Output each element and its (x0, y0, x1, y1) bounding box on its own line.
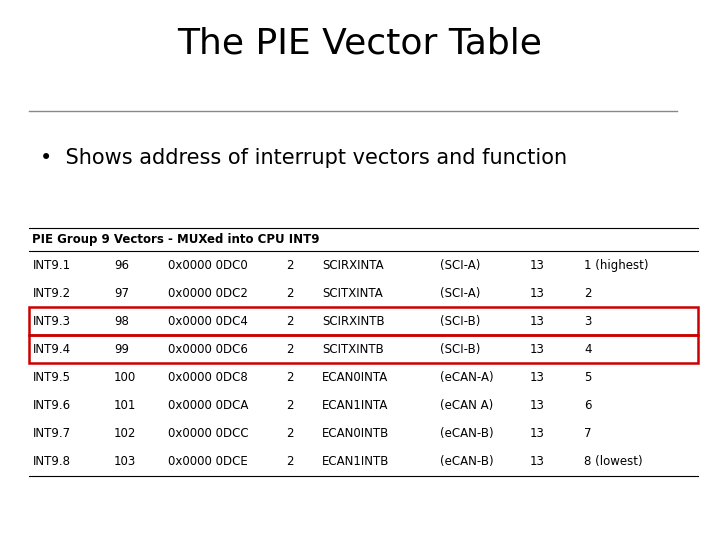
Text: 0x0000 0DCC: 0x0000 0DCC (168, 427, 248, 440)
Text: ECAN0INTA: ECAN0INTA (322, 371, 388, 384)
Text: 98: 98 (114, 315, 129, 328)
Text: (eCAN A): (eCAN A) (440, 399, 492, 412)
Text: 102: 102 (114, 427, 136, 440)
Text: 0x0000 0DCE: 0x0000 0DCE (168, 455, 248, 468)
Bar (29, 307, 698, 335)
Text: INT9.5: INT9.5 (32, 371, 71, 384)
Text: INT9.2: INT9.2 (32, 287, 71, 300)
Text: 2: 2 (286, 259, 293, 272)
Text: SCITXINTA: SCITXINTA (322, 287, 383, 300)
Text: INT9.6: INT9.6 (32, 399, 71, 412)
Text: (eCAN-A): (eCAN-A) (440, 371, 493, 384)
Text: 13: 13 (530, 259, 545, 272)
Text: 13: 13 (530, 399, 545, 412)
Text: 103: 103 (114, 455, 136, 468)
Text: 13: 13 (530, 455, 545, 468)
Text: 7: 7 (585, 427, 592, 440)
Text: 96: 96 (114, 259, 129, 272)
Text: 4: 4 (585, 343, 592, 356)
Text: (SCI-A): (SCI-A) (440, 287, 480, 300)
Text: 13: 13 (530, 343, 545, 356)
Text: 2: 2 (585, 287, 592, 300)
Text: 2: 2 (286, 287, 293, 300)
Text: (eCAN-B): (eCAN-B) (440, 455, 493, 468)
Text: INT9.8: INT9.8 (32, 455, 71, 468)
Text: ECAN1INTA: ECAN1INTA (322, 399, 388, 412)
Text: 0x0000 0DC2: 0x0000 0DC2 (168, 287, 248, 300)
Text: INT9.7: INT9.7 (32, 427, 71, 440)
Text: 13: 13 (530, 287, 545, 300)
Text: 0x0000 0DC4: 0x0000 0DC4 (168, 315, 248, 328)
Text: 2: 2 (286, 315, 293, 328)
Text: PIE Group 9 Vectors - MUXed into CPU INT9: PIE Group 9 Vectors - MUXed into CPU INT… (32, 233, 320, 246)
Text: INT9.4: INT9.4 (32, 343, 71, 356)
Text: 13: 13 (530, 371, 545, 384)
Text: ECAN1INTB: ECAN1INTB (322, 455, 390, 468)
Text: 5: 5 (585, 371, 592, 384)
Text: (eCAN-B): (eCAN-B) (440, 427, 493, 440)
Text: •  Shows address of interrupt vectors and function: • Shows address of interrupt vectors and… (40, 148, 567, 168)
Text: 99: 99 (114, 343, 129, 356)
Text: 3: 3 (585, 315, 592, 328)
Text: The PIE Vector Table: The PIE Vector Table (178, 27, 542, 61)
Text: ECAN0INTB: ECAN0INTB (322, 427, 390, 440)
Text: 97: 97 (114, 287, 129, 300)
Text: 2: 2 (286, 427, 293, 440)
Text: INT9.3: INT9.3 (32, 315, 71, 328)
Text: 2: 2 (286, 455, 293, 468)
Text: 0x0000 0DCA: 0x0000 0DCA (168, 399, 248, 412)
Text: (SCI-A): (SCI-A) (440, 259, 480, 272)
Text: (SCI-B): (SCI-B) (440, 315, 480, 328)
Text: INT9.1: INT9.1 (32, 259, 71, 272)
Text: 0x0000 0DC8: 0x0000 0DC8 (168, 371, 248, 384)
Text: 13: 13 (530, 427, 545, 440)
Text: 100: 100 (114, 371, 136, 384)
Text: 6: 6 (585, 399, 592, 412)
Text: SCIRXINTA: SCIRXINTA (322, 259, 384, 272)
Text: 2: 2 (286, 343, 293, 356)
Text: (SCI-B): (SCI-B) (440, 343, 480, 356)
Text: 1 (highest): 1 (highest) (585, 259, 649, 272)
Text: 101: 101 (114, 399, 136, 412)
Text: 8 (lowest): 8 (lowest) (585, 455, 643, 468)
Text: SCIRXINTB: SCIRXINTB (322, 315, 384, 328)
Text: SCITXINTB: SCITXINTB (322, 343, 384, 356)
Bar (29, 335, 698, 363)
Text: 0x0000 0DC6: 0x0000 0DC6 (168, 343, 248, 356)
Text: 2: 2 (286, 399, 293, 412)
Text: 0x0000 0DC0: 0x0000 0DC0 (168, 259, 248, 272)
Text: 2: 2 (286, 371, 293, 384)
Text: 13: 13 (530, 315, 545, 328)
